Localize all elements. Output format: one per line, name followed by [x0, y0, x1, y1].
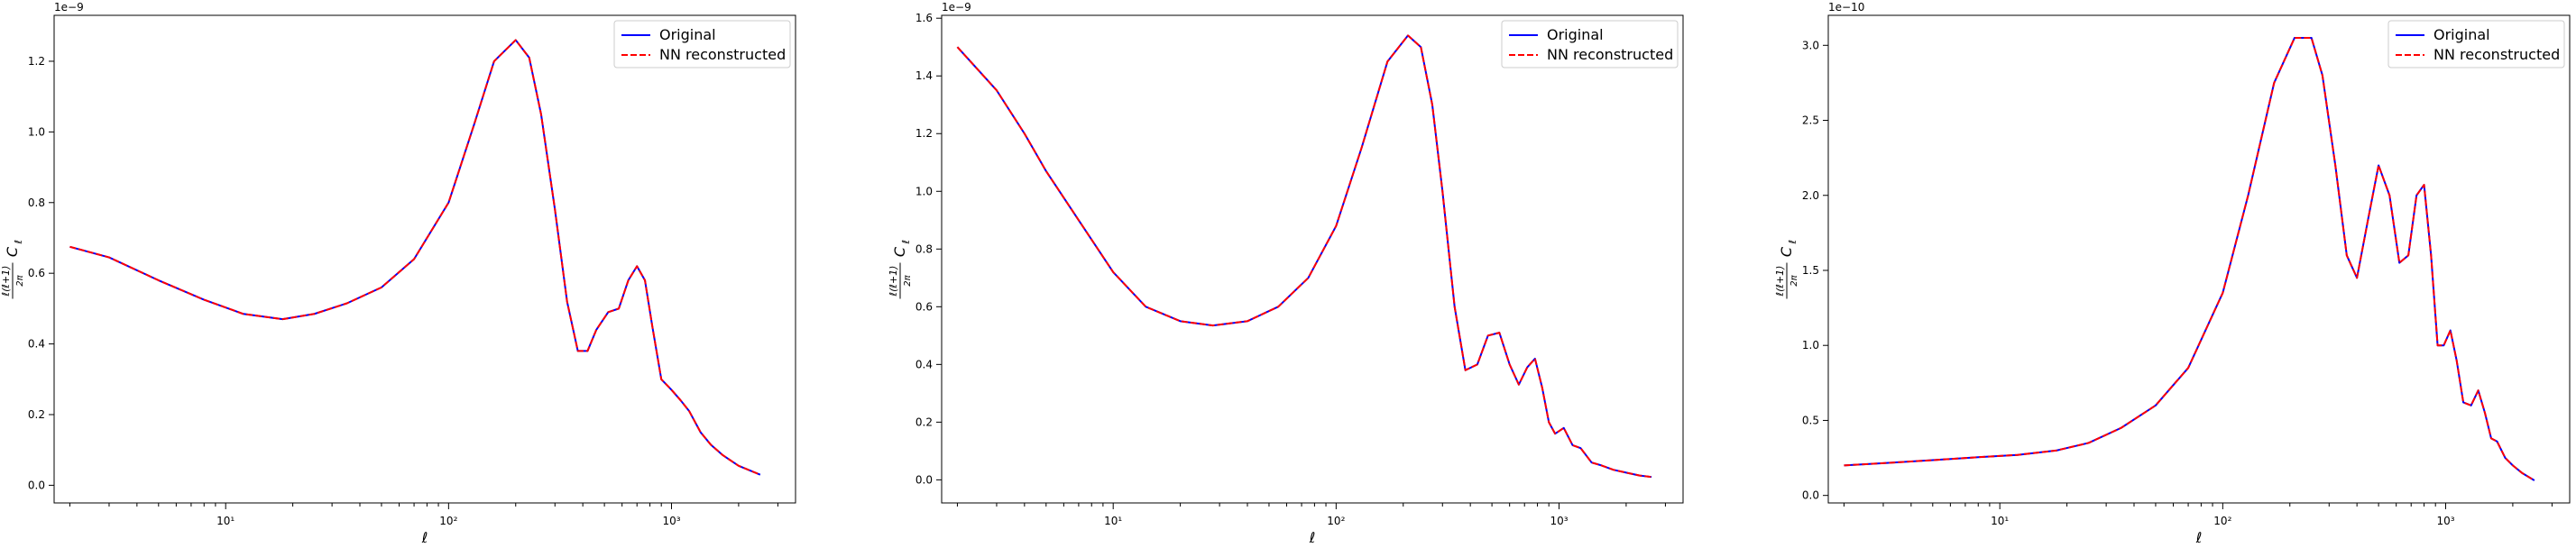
axes-frame	[941, 14, 1684, 504]
y-tick-label: 1.0	[28, 125, 45, 138]
y-label-numerator: ℓ(ℓ+1)	[1774, 266, 1786, 297]
series-line-nn-reconstructed	[956, 34, 1652, 479]
legend-box	[613, 20, 791, 68]
offset-text: 1e−9	[54, 1, 84, 14]
y-tick-label: 0.2	[915, 416, 933, 428]
y-tick-label: 0.5	[1802, 414, 1819, 426]
y-label-c: C	[4, 246, 21, 257]
y-tick-label: 1.2	[915, 127, 933, 140]
y-tick-label: 2.0	[1802, 189, 1819, 202]
y-tick-label: 0.0	[915, 473, 933, 486]
y-tick-label: 3.0	[1802, 39, 1819, 51]
y-tick-label: 1.5	[1802, 264, 1819, 277]
axes-frame	[53, 14, 796, 504]
x-tick-label: 10¹	[216, 515, 235, 527]
y-tick-label: 1.0	[1802, 339, 1819, 352]
y-axis-label: ℓ(ℓ+1) 2π Cℓ	[888, 240, 913, 299]
y-label-denominator: 2π	[903, 274, 913, 286]
legend-box	[2387, 20, 2565, 68]
x-tick-label: 10³	[662, 515, 680, 527]
y-label-numerator: ℓ(ℓ+1)	[888, 266, 899, 297]
offset-text: 1e−10	[1828, 1, 1864, 14]
legend-label-nn: NN reconstructed	[659, 46, 786, 63]
y-tick-label: 0.0	[28, 479, 45, 491]
legend-label-original: Original	[659, 26, 716, 43]
y-tick-label: 0.4	[915, 358, 933, 370]
y-label-c: C	[1778, 246, 1795, 257]
y-tick-label: 0.2	[28, 408, 45, 421]
y-label-denominator: 2π	[15, 274, 25, 286]
series-line-original	[956, 34, 1652, 479]
y-label-subscript: ℓ	[1787, 240, 1799, 245]
x-tick-label: 10²	[1327, 515, 1345, 527]
x-tick-label: 10²	[2213, 515, 2231, 527]
y-label-denominator: 2π	[1789, 274, 1799, 286]
y-tick-label: 1.2	[28, 55, 45, 68]
chart-panel-1: 10¹ 10² 10³0.00.20.40.60.81.01.21e−9ℓℓ(ℓ+1…	[0, 1, 796, 546]
legend-label-original: Original	[1547, 26, 1604, 43]
y-label-c: C	[891, 246, 908, 257]
y-tick-label: 0.0	[1802, 489, 1819, 502]
legend-label-original: Original	[2433, 26, 2490, 43]
y-tick-label: 0.8	[915, 242, 933, 255]
legend-box	[1501, 20, 1679, 68]
x-axis-label: ℓ	[421, 529, 428, 546]
y-axis-label: ℓ(ℓ+1) 2π Cℓ	[0, 240, 25, 299]
legend: Original NN reconstructed	[1501, 20, 1679, 68]
chart-panel-2: 10¹ 10² 10³ 0.0 0.2 0.4 0.6 0.8 1.0 1.2 1.4 1.6 1e−9…	[888, 1, 1684, 546]
x-tick-label: 10²	[439, 515, 457, 527]
x-tick-label: 10¹	[1991, 515, 2009, 527]
y-tick-label: 1.4	[915, 69, 933, 82]
series-line-nn-reconstructed	[69, 39, 761, 476]
chart-panel-3: 10¹ 10² 10³0.00.51.01.52.02.53.01e−10ℓℓ(ℓ+…	[1774, 1, 2571, 546]
x-tick-label: 10¹	[1104, 515, 1122, 527]
y-tick-label: 1.6	[915, 12, 933, 24]
y-label-subscript: ℓ	[13, 240, 24, 245]
x-axis-label: ℓ	[2195, 529, 2203, 546]
y-tick-label: 0.6	[915, 300, 933, 313]
x-axis-label: ℓ	[1309, 529, 1316, 546]
axes-frame	[1827, 14, 2571, 504]
y-tick-label: 0.8	[28, 196, 45, 209]
x-tick-label: 10³	[1550, 515, 1568, 527]
offset-text: 1e−9	[942, 1, 971, 14]
legend-label-nn: NN reconstructed	[1547, 46, 1673, 63]
y-label-subscript: ℓ	[900, 240, 912, 245]
legend: Original NN reconstructed	[613, 20, 791, 68]
y-tick-label: 0.6	[28, 267, 45, 279]
legend: Original NN reconstructed	[2387, 20, 2565, 68]
x-tick-label: 10³	[2436, 515, 2454, 527]
y-tick-label: 0.4	[28, 338, 45, 351]
y-label-numerator: ℓ(ℓ+1)	[0, 266, 12, 297]
y-tick-label: 2.5	[1802, 114, 1819, 127]
legend-label-nn: NN reconstructed	[2433, 46, 2560, 63]
y-tick-label: 1.0	[915, 185, 933, 197]
y-axis-label: ℓ(ℓ+1) 2π Cℓ	[1774, 240, 1799, 299]
series-line-nn-reconstructed	[1844, 36, 2535, 481]
